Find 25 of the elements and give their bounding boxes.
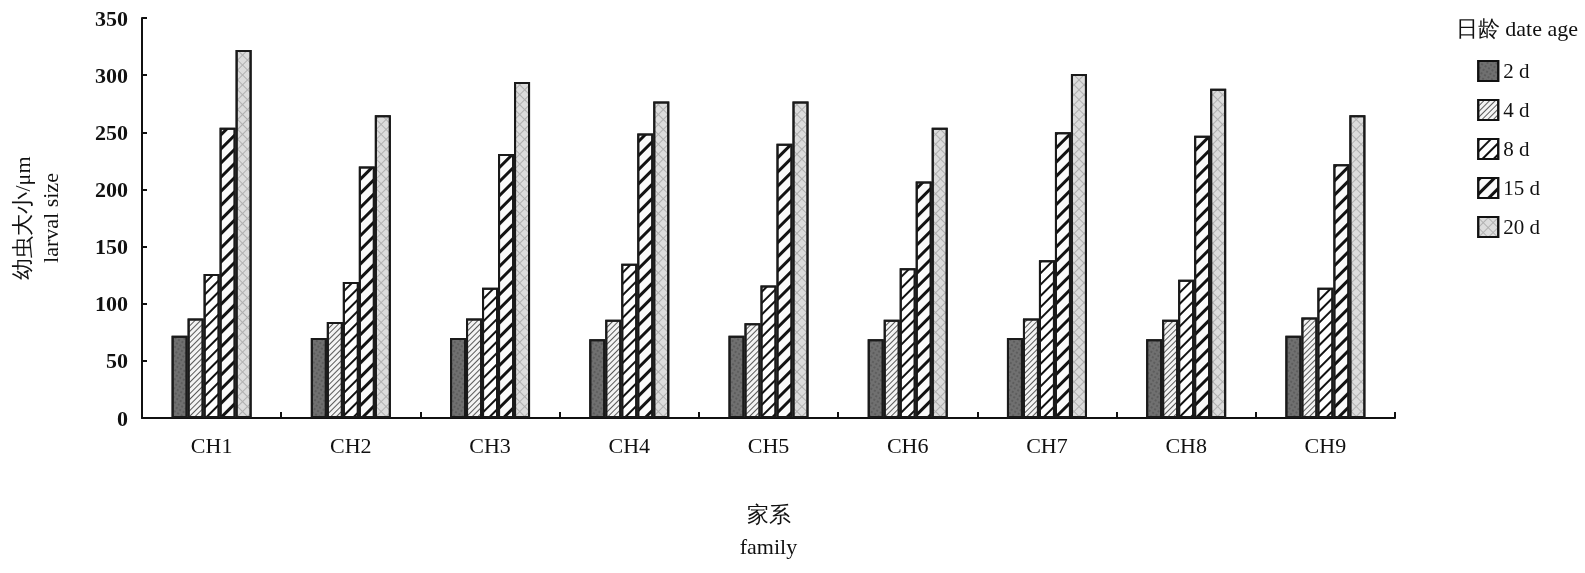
legend-label: 15 d — [1503, 176, 1541, 200]
x-tick-label: CH1 — [190, 432, 233, 458]
x-tick-label: CH2 — [330, 432, 372, 458]
x-tick-label: CH9 — [1304, 432, 1347, 458]
legend-label: 20 d — [1503, 215, 1541, 239]
y-tick-label: 250 — [95, 119, 128, 145]
x-tick-label: CH8 — [1165, 432, 1207, 458]
y-axis-title: 幼虫大小/μm larval size — [9, 156, 63, 280]
x-tick-label: CH6 — [886, 432, 929, 458]
legend-label: 2 d — [1503, 59, 1530, 83]
legend-label: 8 d — [1503, 137, 1530, 161]
y-tick-label: 350 — [95, 5, 128, 31]
y-tick-label: 150 — [95, 234, 128, 260]
y-tick-label: 300 — [95, 62, 128, 88]
legend-title: 日龄 date age — [1455, 15, 1578, 41]
y-tick-label: 0 — [117, 405, 128, 431]
x-tick-label: CH7 — [1026, 432, 1068, 458]
legend-label: 4 d — [1503, 98, 1530, 122]
y-tick-label: 100 — [95, 291, 128, 317]
y-tick-label: 50 — [106, 348, 128, 374]
x-axis-title: 家系 family — [739, 501, 798, 559]
x-tick-label: CH3 — [469, 432, 511, 458]
y-tick-label: 200 — [95, 176, 128, 202]
x-tick-label: CH5 — [747, 432, 790, 458]
x-tick-label: CH4 — [608, 432, 651, 458]
